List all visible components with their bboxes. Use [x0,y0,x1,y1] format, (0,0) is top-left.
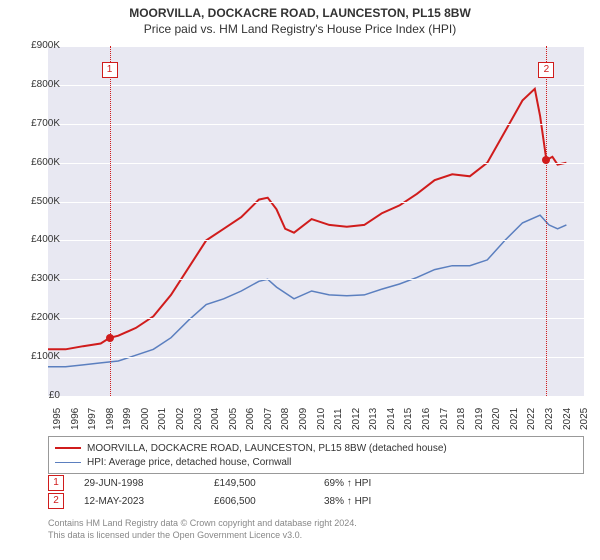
marker-line [546,46,547,396]
gridline-h [48,163,584,164]
x-tick-label: 2010 [316,408,327,430]
marker-box: 2 [538,62,554,78]
footer-line1: Contains HM Land Registry data © Crown c… [48,518,584,530]
x-tick-label: 2001 [157,408,168,430]
x-tick-label: 2004 [210,408,221,430]
table-row: 1 29-JUN-1998£149,50069% ↑ HPI [48,474,584,492]
table-pct: 69% ↑ HPI [324,478,424,489]
x-tick-label: 2024 [562,408,573,430]
y-tick-label: £500K [16,196,60,207]
gridline-h [48,396,584,397]
y-tick-label: £900K [16,40,60,51]
table-date: 12-MAY-2023 [84,496,214,507]
x-tick-label: 2007 [263,408,274,430]
table-date: 29-JUN-1998 [84,478,214,489]
table-price: £149,500 [214,478,324,489]
x-tick-label: 1997 [87,408,98,430]
series-line [48,89,566,350]
title-sub: Price paid vs. HM Land Registry's House … [0,22,600,36]
x-tick-label: 1999 [122,408,133,430]
footer-line2: This data is licensed under the Open Gov… [48,530,584,542]
legend-swatch [55,462,81,463]
table-row: 2 12-MAY-2023£606,50038% ↑ HPI [48,492,584,510]
legend-swatch [55,447,81,449]
x-tick-label: 2025 [579,408,590,430]
gridline-h [48,124,584,125]
x-tick-label: 2003 [193,408,204,430]
chart-container: MOORVILLA, DOCKACRE ROAD, LAUNCESTON, PL… [0,0,600,560]
y-tick-label: £800K [16,79,60,90]
gridline-h [48,279,584,280]
x-tick-label: 2021 [509,408,520,430]
marker-box: 1 [102,62,118,78]
x-tick-label: 2006 [245,408,256,430]
x-tick-label: 2018 [456,408,467,430]
y-tick-label: £0 [16,390,60,401]
x-tick-label: 2000 [140,408,151,430]
x-tick-label: 2012 [351,408,362,430]
sales-table: 1 29-JUN-1998£149,50069% ↑ HPI 2 12-MAY-202… [48,474,584,510]
x-tick-label: 2016 [421,408,432,430]
table-price: £606,500 [214,496,324,507]
gridline-h [48,202,584,203]
x-tick-label: 2005 [228,408,239,430]
gridline-h [48,357,584,358]
y-tick-label: £600K [16,157,60,168]
y-tick-label: £300K [16,273,60,284]
table-pct: 38% ↑ HPI [324,496,424,507]
legend-row: HPI: Average price, detached house, Corn… [55,455,577,469]
x-tick-label: 2009 [298,408,309,430]
x-tick-label: 2022 [526,408,537,430]
x-tick-label: 1998 [105,408,116,430]
gridline-h [48,46,584,47]
gridline-h [48,240,584,241]
line-series-svg [48,46,584,396]
x-tick-label: 2013 [368,408,379,430]
gridline-h [48,318,584,319]
table-marker: 2 [48,493,64,509]
x-tick-label: 2011 [333,408,344,430]
y-tick-label: £200K [16,312,60,323]
x-tick-label: 1996 [70,408,81,430]
marker-dot [106,334,114,342]
legend-row: MOORVILLA, DOCKACRE ROAD, LAUNCESTON, PL… [55,441,577,455]
x-tick-label: 2008 [280,408,291,430]
legend-label: MOORVILLA, DOCKACRE ROAD, LAUNCESTON, PL… [87,443,447,454]
y-tick-label: £700K [16,118,60,129]
x-tick-label: 1995 [52,408,63,430]
marker-line [110,46,111,396]
footer: Contains HM Land Registry data © Crown c… [48,518,584,541]
x-tick-label: 2015 [403,408,414,430]
x-tick-label: 2020 [491,408,502,430]
title-main: MOORVILLA, DOCKACRE ROAD, LAUNCESTON, PL… [0,6,600,20]
x-tick-label: 2023 [544,408,555,430]
marker-dot [542,156,550,164]
series-line [48,215,566,367]
x-tick-label: 2019 [474,408,485,430]
y-tick-label: £100K [16,351,60,362]
x-tick-label: 2017 [439,408,450,430]
y-tick-label: £400K [16,234,60,245]
plot-area [48,46,584,396]
legend: MOORVILLA, DOCKACRE ROAD, LAUNCESTON, PL… [48,436,584,474]
table-marker: 1 [48,475,64,491]
x-tick-label: 2014 [386,408,397,430]
gridline-h [48,85,584,86]
legend-label: HPI: Average price, detached house, Corn… [87,457,291,468]
x-tick-label: 2002 [175,408,186,430]
title-block: MOORVILLA, DOCKACRE ROAD, LAUNCESTON, PL… [0,0,600,36]
